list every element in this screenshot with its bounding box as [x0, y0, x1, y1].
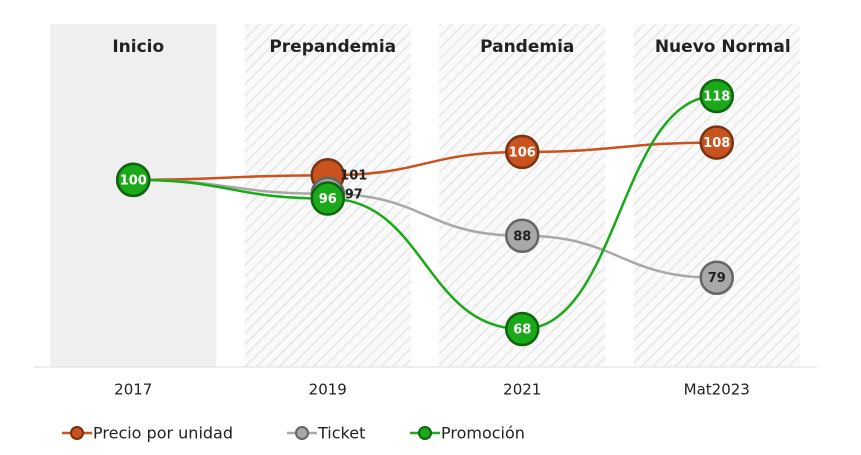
marker [699, 78, 734, 114]
data-label: 106 [509, 145, 536, 160]
x-tick-label: 2021 [503, 381, 541, 399]
data-label: 88 [513, 229, 531, 244]
data-label: 79 [708, 271, 726, 286]
data-label: 108 [703, 136, 730, 151]
period-label: Pandemia [480, 37, 574, 57]
legend-label: Ticket [317, 424, 365, 443]
period-label: Inicio [112, 37, 164, 57]
legend-marker [418, 426, 432, 440]
data-label: 68 [513, 323, 531, 338]
marker [699, 125, 734, 160]
data-label: 97 [345, 187, 363, 202]
marker [505, 311, 540, 347]
series-line [133, 178, 717, 279]
period-label: Prepandemia [269, 37, 396, 57]
marker [310, 181, 345, 216]
period-band [633, 24, 800, 367]
series-line [133, 94, 717, 331]
legend-marker [70, 426, 84, 440]
legend-label: Precio por unidad [93, 424, 233, 443]
marker [699, 260, 734, 295]
data-label: 118 [703, 90, 730, 105]
period-label: Nuevo Normal [655, 37, 791, 57]
marker [505, 134, 540, 170]
legend-label: Promoción [441, 424, 525, 443]
x-tick-label: Mat2023 [684, 381, 750, 399]
marker [505, 218, 540, 254]
series-line [133, 141, 717, 182]
legend-marker [295, 426, 309, 440]
x-tick-label: 2019 [309, 381, 347, 399]
data-label: 101 [340, 169, 367, 184]
data-label: 100 [120, 173, 147, 188]
data-label: 96 [319, 192, 337, 207]
x-tick-label: 2017 [114, 381, 152, 399]
marker [116, 162, 151, 198]
